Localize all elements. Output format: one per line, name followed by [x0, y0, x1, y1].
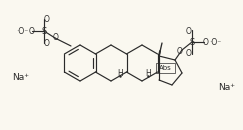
Text: O: O — [177, 47, 183, 56]
Text: ·O⁻: ·O⁻ — [16, 27, 28, 35]
Text: O: O — [29, 27, 35, 35]
Text: Na⁺: Na⁺ — [218, 83, 235, 93]
Text: ·O⁻: ·O⁻ — [209, 37, 221, 47]
Text: H: H — [145, 69, 151, 77]
FancyBboxPatch shape — [156, 63, 174, 73]
Text: H: H — [117, 69, 123, 77]
Text: O: O — [203, 37, 209, 47]
Text: S: S — [41, 27, 47, 35]
Text: O: O — [186, 48, 192, 57]
Text: O: O — [53, 32, 59, 41]
Text: Abs: Abs — [159, 64, 171, 70]
Text: Na⁺: Na⁺ — [12, 73, 29, 83]
Text: O: O — [186, 27, 192, 35]
Text: O: O — [44, 38, 50, 47]
Text: S: S — [189, 37, 195, 47]
Text: O: O — [44, 15, 50, 24]
